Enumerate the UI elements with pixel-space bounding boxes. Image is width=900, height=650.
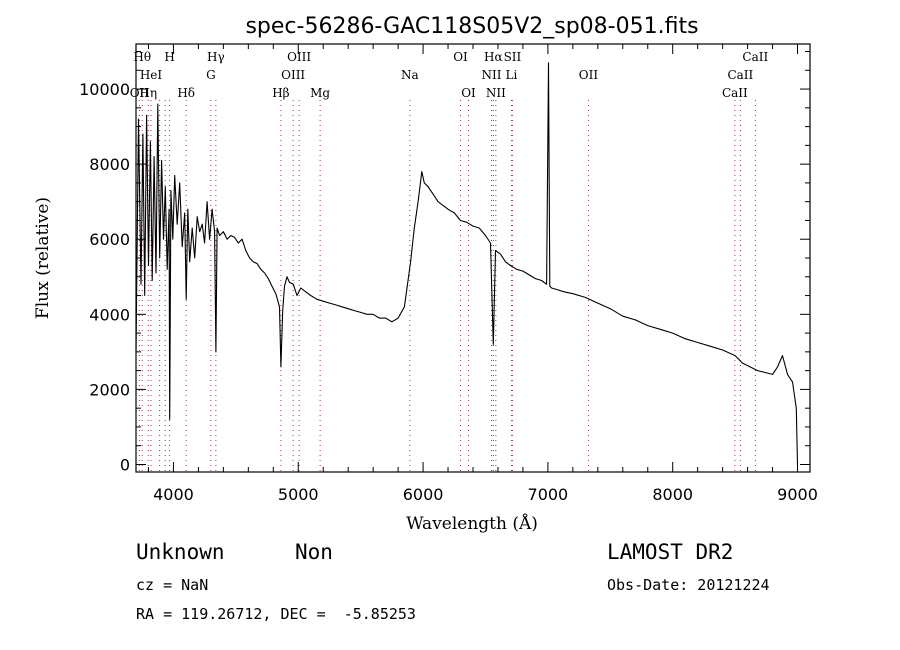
chart-title: spec-56286-GAC118S05V2_sp08-051.fits [245, 14, 698, 39]
y-tick-label: 0 [120, 455, 130, 474]
emission-line-label: NII [481, 68, 501, 82]
emission-line-label: CaII [742, 50, 768, 64]
x-tick-label: 6000 [403, 485, 444, 504]
emission-line-label: Hβ [272, 86, 289, 100]
x-tick-label: 4000 [153, 485, 194, 504]
x-tick-label: 7000 [528, 485, 569, 504]
emission-line-label: Hθ [133, 50, 151, 64]
emission-line-markers [138, 100, 756, 472]
emission-line-label: OI [453, 50, 468, 64]
emission-line-label: SII [504, 50, 522, 64]
emission-line-label: Hγ [207, 50, 225, 64]
emission-line-label: Hη [139, 86, 157, 100]
y-axis-label: Flux (relative) [33, 197, 53, 319]
emission-line-label: Hδ [177, 86, 195, 100]
y-axis-ticks: 0 2000 4000 6000 8000 10000 [79, 51, 810, 474]
x-axis-ticks: 4000 5000 6000 7000 8000 9000 [147, 44, 818, 504]
emission-line-label: Hα [484, 50, 503, 64]
emission-line-label: H [164, 50, 174, 64]
emission-line-label: Na [401, 68, 419, 82]
observation-date: Obs-Date: 20121224 [607, 576, 770, 594]
y-tick-label: 2000 [89, 380, 130, 399]
emission-line-label: CaII [722, 86, 748, 100]
spectrum-series-line [135, 62, 799, 465]
plot-frame [135, 43, 811, 473]
emission-line-label: G [206, 68, 216, 82]
x-axis-label: Wavelength (Å) [406, 513, 538, 534]
coordinates: RA = 119.26712, DEC = -5.85253 [136, 605, 416, 623]
x-tick-label: 8000 [652, 485, 693, 504]
emission-line-label: OII [579, 68, 599, 82]
emission-line-label: CaII [727, 68, 753, 82]
emission-line-label: HeI [140, 68, 163, 82]
y-tick-label: 6000 [89, 230, 130, 249]
emission-line-label: Mg [310, 86, 330, 100]
y-tick-label: 8000 [89, 155, 130, 174]
y-tick-label: 4000 [89, 305, 130, 324]
redshift-value: cz = NaN [136, 576, 209, 594]
y-tick-label: 10000 [79, 80, 130, 99]
emission-line-label: OI [461, 86, 476, 100]
emission-line-label: OIII [281, 68, 305, 82]
x-tick-label: 9000 [777, 485, 818, 504]
emission-line-label: Li [506, 68, 518, 82]
x-tick-label: 5000 [278, 485, 319, 504]
emission-line-label: NII [486, 86, 506, 100]
survey-name: LAMOST DR2 [607, 540, 734, 564]
object-class: Unknown [136, 540, 225, 564]
object-subclass: Non [295, 540, 333, 564]
emission-line-label: OIII [287, 50, 311, 64]
